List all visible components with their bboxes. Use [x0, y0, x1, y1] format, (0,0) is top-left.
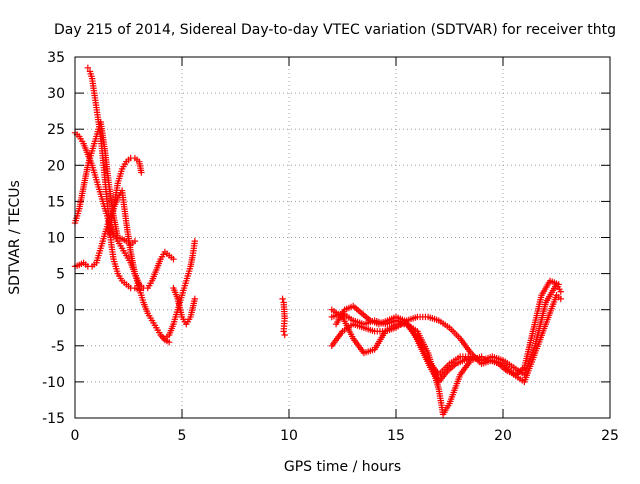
y-tick-label: 20	[47, 158, 65, 174]
y-tick-label: -10	[42, 375, 65, 391]
x-axis-label: GPS time / hours	[284, 459, 401, 475]
data-point	[84, 64, 92, 72]
tick-layer: 0 5 10 15 20 25 -15 -10 -5 0 5 10 15 20 25 30 35	[42, 50, 619, 444]
y-tick-label: 10	[47, 231, 65, 247]
y-tick-label: -5	[51, 339, 65, 355]
data-point	[191, 237, 199, 245]
y-tick-label: 25	[47, 122, 65, 138]
data-point	[138, 169, 145, 176]
x-tick-label: 20	[494, 428, 512, 444]
series-track-g	[170, 284, 199, 328]
y-tick-label: 30	[47, 86, 65, 102]
series-track-h	[279, 295, 288, 339]
data-point	[280, 328, 287, 335]
x-tick-label: 25	[601, 428, 619, 444]
x-tick-label: 15	[387, 428, 405, 444]
data-point	[165, 338, 173, 346]
data-point	[170, 255, 177, 263]
y-tick-label: 35	[47, 50, 65, 66]
series-track-l	[332, 277, 562, 386]
x-tick-label: 5	[178, 428, 187, 444]
x-tick-label: 0	[71, 428, 80, 444]
y-tick-label: 5	[56, 267, 65, 283]
y-tick-label: 0	[56, 303, 65, 319]
data-point	[279, 295, 286, 303]
data-point	[131, 237, 139, 245]
x-tick-label: 10	[280, 428, 298, 444]
plot-frame	[74, 56, 611, 419]
chart-title: Day 215 of 2014, Sidereal Day-to-day VTE…	[54, 22, 616, 38]
data-point	[557, 288, 564, 295]
data-points	[71, 64, 564, 418]
data-point	[191, 295, 199, 303]
data-point	[555, 281, 562, 288]
y-axis-label: SDTVAR / TECUs	[7, 180, 23, 295]
y-tick-label: 15	[47, 194, 65, 210]
series-track-e	[106, 154, 145, 238]
y-tick-label: -15	[42, 411, 65, 427]
data-point	[281, 331, 288, 339]
data-point	[557, 295, 564, 303]
